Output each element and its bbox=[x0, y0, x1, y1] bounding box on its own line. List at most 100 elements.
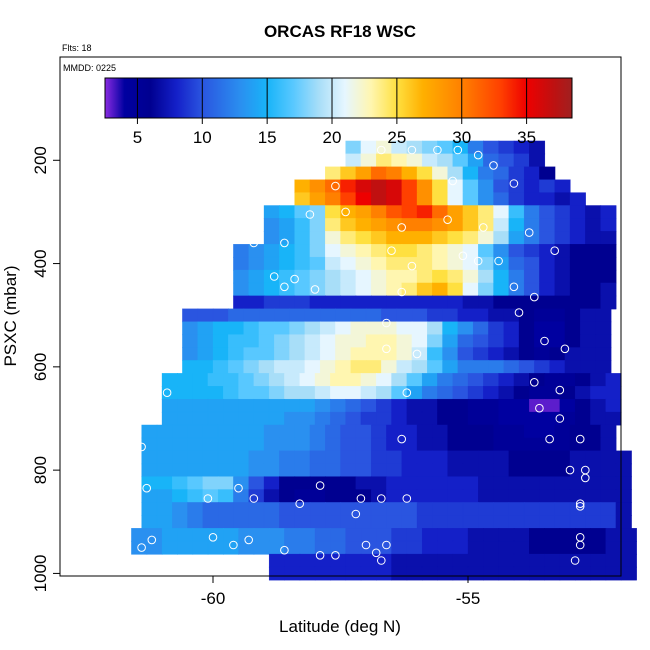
heatmap-cell bbox=[416, 476, 433, 491]
heatmap-cell bbox=[595, 347, 612, 361]
heatmap-cell bbox=[427, 347, 444, 361]
heatmap-cell bbox=[182, 321, 199, 336]
heatmap-cell bbox=[462, 192, 479, 207]
observation-point bbox=[397, 287, 407, 297]
heatmap-cell bbox=[299, 386, 316, 400]
heatmap-cell bbox=[274, 347, 291, 361]
observation-point bbox=[570, 556, 580, 565]
heatmap-cell bbox=[600, 269, 617, 284]
heatmap-cell bbox=[539, 244, 556, 258]
heatmap-cell bbox=[605, 386, 622, 400]
heatmap-cell bbox=[192, 411, 209, 426]
heatmap-cell bbox=[483, 373, 500, 387]
heatmap-cell bbox=[325, 269, 342, 284]
heatmap-cell bbox=[421, 386, 438, 400]
heatmap-cell bbox=[248, 502, 265, 516]
heatmap-cell bbox=[615, 489, 632, 503]
heatmap-cell bbox=[447, 231, 464, 245]
heatmap-cell bbox=[156, 515, 173, 529]
heatmap-cell bbox=[212, 360, 229, 374]
heatmap-cell bbox=[416, 437, 433, 452]
heatmap-cell bbox=[396, 321, 413, 336]
heatmap-cell bbox=[508, 205, 525, 219]
heatmap-cell bbox=[478, 463, 495, 478]
heatmap-cell bbox=[207, 373, 224, 387]
heatmap-cell bbox=[483, 398, 500, 413]
heatmap-cell bbox=[284, 386, 301, 400]
heatmap-cell bbox=[192, 398, 209, 413]
heatmap-cell bbox=[498, 373, 515, 387]
heatmap-cell bbox=[523, 489, 540, 503]
heatmap-cell bbox=[580, 334, 597, 349]
heatmap-cell bbox=[447, 450, 464, 465]
heatmap-cell bbox=[478, 295, 495, 310]
heatmap-cell bbox=[518, 334, 535, 349]
heatmap-cell bbox=[493, 476, 510, 491]
heatmap-cell bbox=[370, 205, 387, 219]
heatmap-cell bbox=[432, 463, 449, 478]
heatmap-cell bbox=[615, 463, 632, 478]
observation-point bbox=[473, 150, 483, 160]
observation-point bbox=[377, 494, 386, 503]
heatmap-cell bbox=[523, 463, 540, 478]
heatmap-cell bbox=[228, 347, 245, 361]
heatmap-cell bbox=[187, 502, 204, 516]
heatmap-cell bbox=[263, 502, 280, 516]
observation-point bbox=[402, 388, 412, 398]
heatmap-cell bbox=[370, 269, 387, 284]
heatmap-cell bbox=[534, 334, 551, 349]
observation-point bbox=[560, 344, 570, 354]
heatmap-cell bbox=[319, 334, 336, 349]
heatmap-cell bbox=[141, 424, 158, 439]
heatmap-cell bbox=[411, 321, 428, 336]
heatmap-cell bbox=[376, 398, 393, 413]
heatmap-cell bbox=[238, 398, 255, 413]
heatmap-cell bbox=[197, 360, 214, 374]
heatmap-cell bbox=[585, 269, 602, 284]
heatmap-cell bbox=[391, 373, 408, 387]
heatmap-cell bbox=[478, 476, 495, 491]
heatmap-cell bbox=[493, 179, 510, 194]
heatmap-cell bbox=[539, 515, 556, 529]
heatmap-cell bbox=[452, 411, 469, 426]
chart-title: ORCAS RF18 WSC bbox=[264, 22, 416, 41]
heatmap-cell bbox=[304, 334, 321, 349]
heatmap-cell bbox=[212, 334, 229, 349]
heatmap-cell bbox=[289, 360, 306, 374]
heatmap-cell bbox=[355, 256, 372, 271]
heatmap-cell bbox=[590, 398, 607, 413]
heatmap-cell bbox=[243, 321, 260, 336]
heatmap-cell bbox=[432, 269, 449, 284]
heatmap-cell bbox=[146, 528, 163, 542]
heatmap-cell bbox=[268, 386, 285, 400]
heatmap-cell bbox=[202, 515, 219, 529]
heatmap-cell bbox=[314, 398, 331, 413]
heatmap-cell bbox=[309, 463, 326, 478]
heatmap-cell bbox=[447, 269, 464, 284]
heatmap-cell bbox=[325, 231, 342, 245]
heatmap-cell bbox=[585, 295, 602, 310]
heatmap-cell bbox=[365, 347, 382, 361]
y-tick-label: 1000 bbox=[31, 554, 50, 592]
heatmap-cell bbox=[411, 308, 428, 323]
mmdd-label: MMDD: 0225 bbox=[63, 63, 116, 73]
heatmap-cell bbox=[447, 218, 464, 232]
heatmap-cell bbox=[207, 386, 224, 400]
heatmap-cell bbox=[182, 360, 199, 374]
heatmap-cell bbox=[355, 179, 372, 194]
heatmap-cell bbox=[401, 437, 418, 452]
heatmap-cell bbox=[478, 424, 495, 439]
heatmap-cell bbox=[508, 295, 525, 310]
heatmap-cell bbox=[263, 218, 280, 232]
heatmap-cell bbox=[187, 489, 204, 503]
observation-point bbox=[269, 272, 279, 281]
heatmap-cell bbox=[325, 282, 342, 297]
heatmap-cell bbox=[319, 308, 336, 323]
observation-point bbox=[530, 292, 539, 302]
heatmap-cell bbox=[615, 502, 632, 516]
heatmap-cell bbox=[370, 463, 387, 478]
heatmap-cell bbox=[585, 218, 602, 232]
heatmap-cell bbox=[401, 450, 418, 465]
observation-point bbox=[489, 161, 498, 170]
heatmap-cell bbox=[279, 269, 296, 284]
